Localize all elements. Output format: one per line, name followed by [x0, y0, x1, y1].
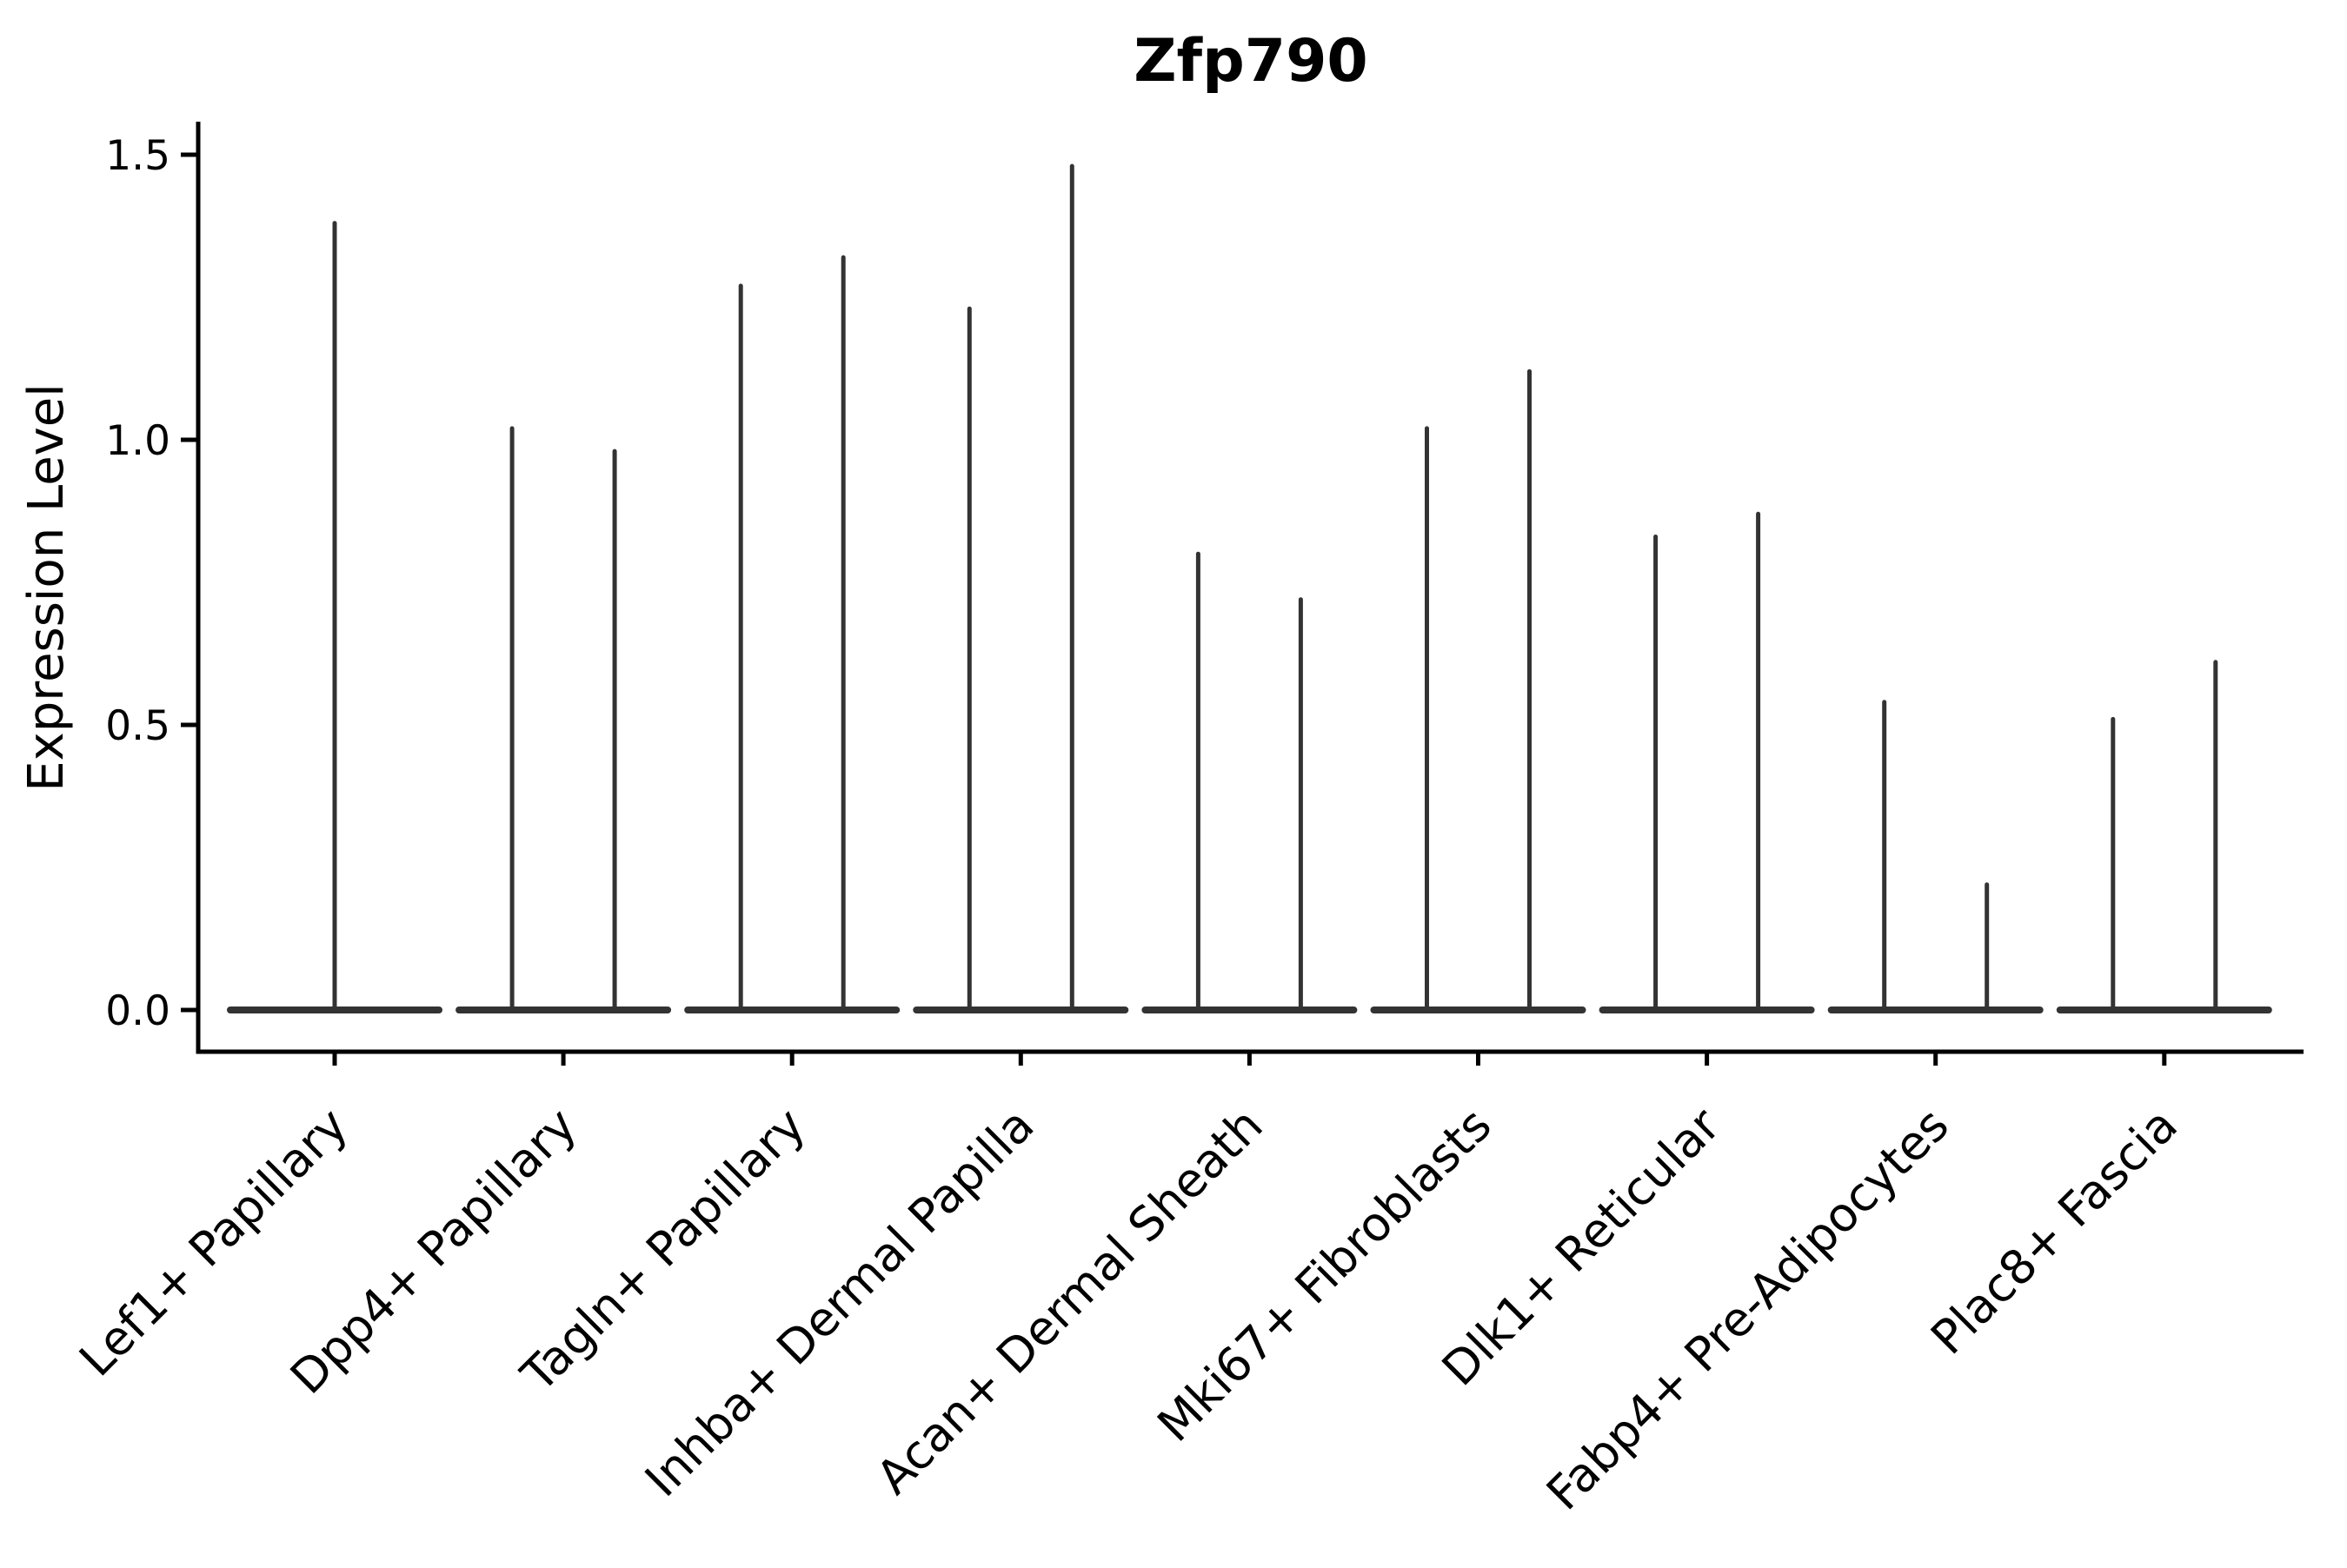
- violin-group-8: [1827, 700, 2044, 1013]
- violin-group-6: [1370, 369, 1586, 1013]
- axis-spines: [196, 122, 2304, 1054]
- y-tick-label-0.0: 0.0: [105, 987, 170, 1035]
- x-tick-label-9: Plac8+ Fascia: [1920, 1098, 2188, 1365]
- y-axis-label: Expression Level: [18, 383, 75, 792]
- x-tick-label-4: Inhba+ Dermal Papilla: [635, 1098, 1044, 1507]
- violin-group-7: [1599, 511, 1815, 1013]
- violin-group-4: [913, 163, 1129, 1013]
- violin-group-1: [227, 221, 442, 1013]
- violin-group-5: [1141, 551, 1358, 1013]
- chart-title: Zfp790: [1134, 27, 1368, 96]
- x-tick-label-5: Acan+ Dermal Sheath: [866, 1098, 1273, 1505]
- y-tick-label-1.0: 1.0: [105, 417, 170, 465]
- violins-layer: [227, 163, 2272, 1013]
- y-axis-ticks: 0.0 0.5 1.0 1.5: [105, 132, 198, 1035]
- y-tick-label-0.5: 0.5: [105, 702, 170, 750]
- x-tick-label-8: Fabp4+ Pre-Adipocytes: [1536, 1098, 1959, 1521]
- violin-group-2: [455, 426, 672, 1013]
- violin-group-3: [684, 255, 901, 1013]
- y-tick-label-1.5: 1.5: [105, 132, 170, 180]
- violin-group-9: [2056, 660, 2272, 1013]
